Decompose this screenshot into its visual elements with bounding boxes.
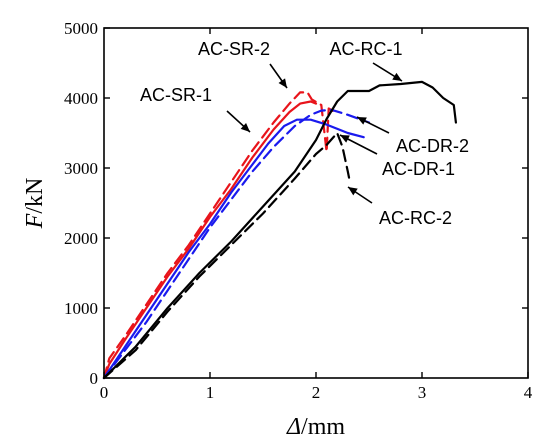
- series-line-ac-sr-2: [102, 91, 339, 380]
- series-label-ac-sr-2: AC-SR-2: [198, 39, 270, 59]
- y-axis-title: F/kN: [22, 178, 48, 230]
- x-axis-symbol: Δ: [286, 414, 301, 440]
- y-tick-label-0: 0: [90, 369, 99, 388]
- labels-layer: AC-SR-2 AC-RC-1 AC-SR-1 AC-DR-2 AC-DR-1 AC-RC…: [140, 39, 469, 228]
- plot-frame: [103, 27, 529, 379]
- arrow-head-ac-rc-2: [348, 187, 358, 196]
- arrow-head-ac-rc-1: [392, 72, 402, 81]
- ticks-layer: 0 1 2 3 4 0 1000 2000 3000 4000 5000: [64, 19, 533, 402]
- arrow-head-ac-dr-2: [357, 117, 367, 125]
- y-tick-label-4000: 4000: [64, 89, 98, 108]
- y-tick-label-1000: 1000: [64, 299, 98, 318]
- arrow-head-ac-dr-1: [340, 135, 350, 143]
- series-label-ac-dr-1: AC-DR-1: [382, 159, 455, 179]
- series-label-ac-rc-2: AC-RC-2: [379, 208, 452, 228]
- x-tick-label-0: 0: [100, 383, 109, 402]
- series-line-ac-dr-1: [102, 118, 365, 380]
- series-layer: [102, 80, 457, 380]
- series-line-ac-rc-1: [102, 80, 457, 380]
- x-tick-label-3: 3: [418, 383, 427, 402]
- series-label-ac-sr-1: AC-SR-1: [140, 85, 212, 105]
- series-line-ac-rc-2: [102, 131, 351, 380]
- y-tick-label-3000: 3000: [64, 159, 98, 178]
- series-line-ac-sr-1: [102, 100, 318, 380]
- x-tick-label-1: 1: [206, 383, 215, 402]
- series-line-ac-dr-2: [102, 108, 371, 380]
- x-tick-label-4: 4: [524, 383, 533, 402]
- y-tick-label-5000: 5000: [64, 19, 98, 38]
- arrow-head-ac-sr-2: [278, 78, 287, 88]
- y-axis-symbol: F: [22, 213, 48, 229]
- series-label-ac-dr-2: AC-DR-2: [396, 136, 469, 156]
- x-axis-title: Δ/mm: [286, 414, 345, 440]
- y-tick-label-2000: 2000: [64, 229, 98, 248]
- arrow-head-ac-sr-1: [240, 122, 250, 132]
- series-label-ac-rc-1: AC-RC-1: [329, 39, 402, 59]
- x-axis-unit: /mm: [301, 414, 345, 440]
- y-axis-unit: /kN: [22, 178, 48, 214]
- x-tick-label-2: 2: [312, 383, 321, 402]
